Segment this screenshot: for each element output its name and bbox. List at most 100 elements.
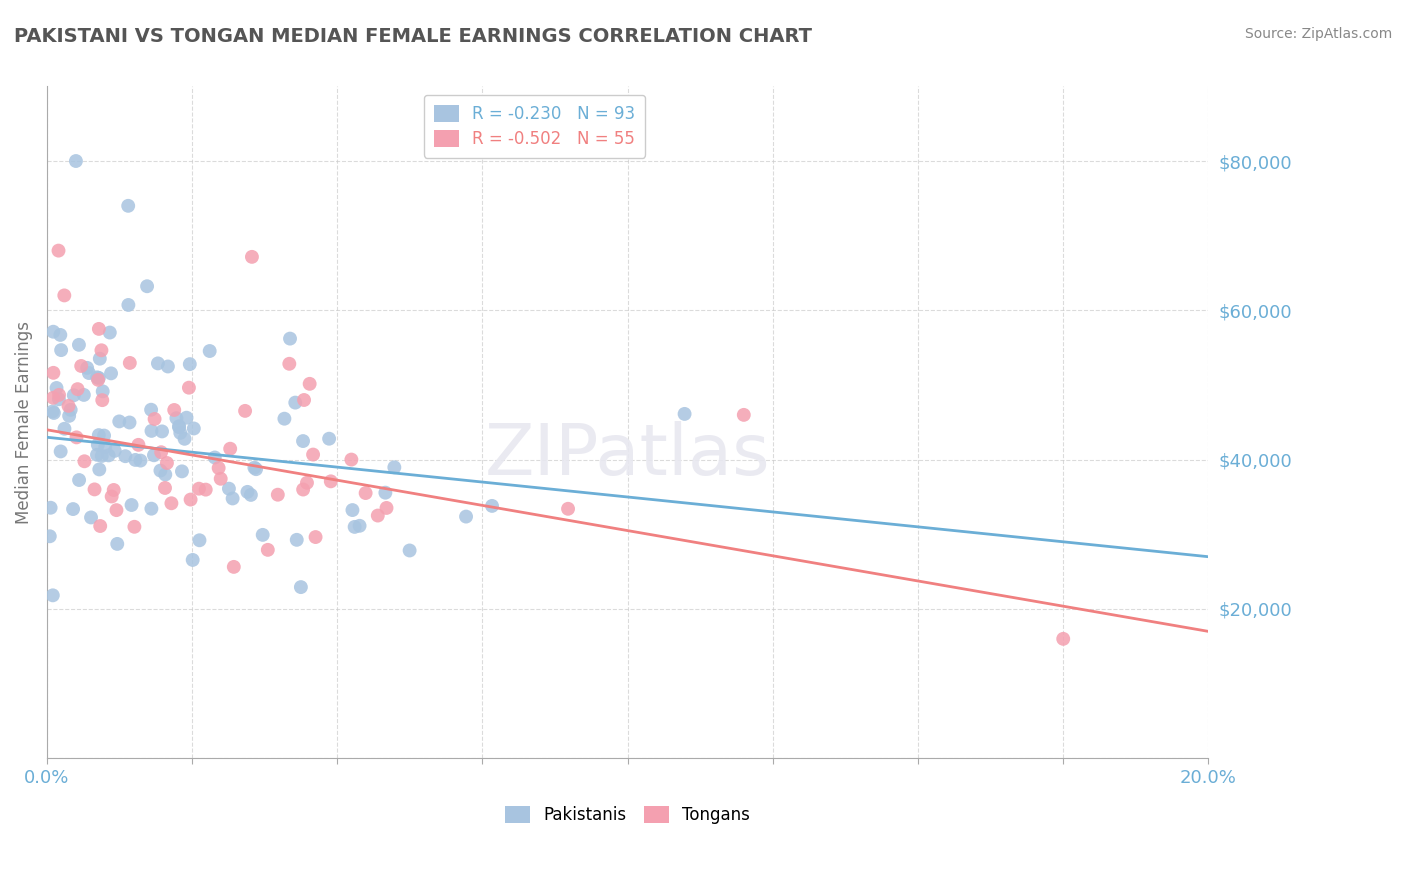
Pakistanis bbox=[94, 440, 117, 454]
Tongans bbox=[340, 452, 363, 467]
Legend: Pakistanis, Tongans: Pakistanis, Tongans bbox=[499, 799, 756, 830]
Pakistanis bbox=[252, 528, 274, 542]
Pakistanis bbox=[59, 402, 82, 417]
Pakistanis bbox=[398, 543, 420, 558]
Pakistanis bbox=[349, 518, 371, 533]
Pakistanis bbox=[218, 482, 240, 496]
Pakistanis bbox=[104, 443, 127, 458]
Pakistanis bbox=[87, 371, 110, 385]
Pakistanis bbox=[278, 332, 301, 346]
Pakistanis bbox=[108, 414, 131, 428]
Tongans bbox=[53, 288, 76, 302]
Pakistanis bbox=[49, 343, 72, 358]
Tongans bbox=[42, 391, 65, 405]
Tongans bbox=[87, 322, 110, 336]
Pakistanis bbox=[48, 392, 70, 407]
Pakistanis bbox=[91, 384, 114, 399]
Tongans bbox=[127, 438, 149, 452]
Pakistanis bbox=[150, 425, 173, 439]
Tongans bbox=[143, 412, 166, 426]
Text: ZIPatlas: ZIPatlas bbox=[485, 421, 770, 491]
Pakistanis bbox=[77, 366, 100, 380]
Pakistanis bbox=[204, 450, 226, 465]
Pakistanis bbox=[53, 422, 76, 436]
Pakistanis bbox=[181, 553, 204, 567]
Pakistanis bbox=[318, 432, 340, 446]
Pakistanis bbox=[129, 453, 152, 467]
Tongans bbox=[65, 430, 87, 444]
Pakistanis bbox=[41, 404, 63, 418]
Tongans bbox=[298, 376, 321, 391]
Pakistanis bbox=[121, 498, 143, 512]
Pakistanis bbox=[73, 388, 96, 402]
Pakistanis bbox=[176, 410, 198, 425]
Pakistanis bbox=[342, 503, 364, 517]
Pakistanis bbox=[42, 588, 65, 602]
Pakistanis bbox=[236, 484, 259, 499]
Tongans bbox=[292, 392, 315, 407]
Tongans bbox=[156, 456, 179, 470]
Pakistanis bbox=[243, 460, 266, 475]
Pakistanis bbox=[89, 462, 111, 476]
Pakistanis bbox=[221, 491, 243, 506]
Pakistanis bbox=[170, 464, 193, 478]
Pakistanis bbox=[188, 533, 211, 548]
Tongans bbox=[163, 403, 186, 417]
Pakistanis bbox=[290, 580, 312, 594]
Tongans bbox=[91, 393, 114, 408]
Tongans bbox=[557, 501, 579, 516]
Pakistanis bbox=[118, 416, 141, 430]
Tongans bbox=[177, 381, 200, 395]
Tongans bbox=[124, 520, 146, 534]
Pakistanis bbox=[90, 449, 112, 463]
Tongans bbox=[48, 388, 70, 402]
Pakistanis bbox=[239, 488, 262, 502]
Pakistanis bbox=[136, 279, 159, 293]
Pakistanis bbox=[89, 351, 111, 366]
Tongans bbox=[48, 244, 70, 258]
Pakistanis bbox=[86, 448, 108, 462]
Pakistanis bbox=[62, 502, 84, 516]
Pakistanis bbox=[67, 473, 90, 487]
Tongans bbox=[375, 500, 398, 515]
Pakistanis bbox=[42, 406, 65, 420]
Tongans bbox=[209, 472, 232, 486]
Tongans bbox=[180, 492, 202, 507]
Pakistanis bbox=[284, 395, 307, 409]
Pakistanis bbox=[93, 428, 115, 442]
Tongans bbox=[292, 483, 315, 497]
Pakistanis bbox=[481, 499, 503, 513]
Pakistanis bbox=[86, 370, 108, 384]
Tongans bbox=[105, 503, 128, 517]
Tongans bbox=[240, 250, 263, 264]
Pakistanis bbox=[45, 381, 67, 395]
Pakistanis bbox=[141, 501, 163, 516]
Tongans bbox=[42, 366, 65, 380]
Pakistanis bbox=[114, 449, 136, 463]
Tongans bbox=[73, 454, 96, 468]
Tongans bbox=[90, 343, 112, 358]
Pakistanis bbox=[49, 327, 72, 342]
Tongans bbox=[1052, 632, 1074, 646]
Pakistanis bbox=[382, 460, 405, 475]
Tongans bbox=[153, 481, 176, 495]
Tongans bbox=[256, 542, 278, 557]
Tongans bbox=[354, 486, 377, 500]
Pakistanis bbox=[173, 432, 195, 446]
Tongans bbox=[222, 560, 245, 574]
Pakistanis bbox=[67, 338, 90, 352]
Tongans bbox=[194, 483, 217, 497]
Pakistanis bbox=[42, 325, 65, 339]
Pakistanis bbox=[49, 444, 72, 458]
Y-axis label: Median Female Earnings: Median Female Earnings bbox=[15, 321, 32, 524]
Tongans bbox=[103, 483, 125, 497]
Pakistanis bbox=[285, 533, 308, 547]
Pakistanis bbox=[292, 434, 315, 448]
Pakistanis bbox=[58, 409, 80, 423]
Pakistanis bbox=[38, 529, 60, 543]
Tongans bbox=[83, 483, 105, 497]
Pakistanis bbox=[167, 420, 190, 434]
Tongans bbox=[66, 382, 89, 396]
Tongans bbox=[733, 408, 755, 422]
Pakistanis bbox=[165, 411, 187, 425]
